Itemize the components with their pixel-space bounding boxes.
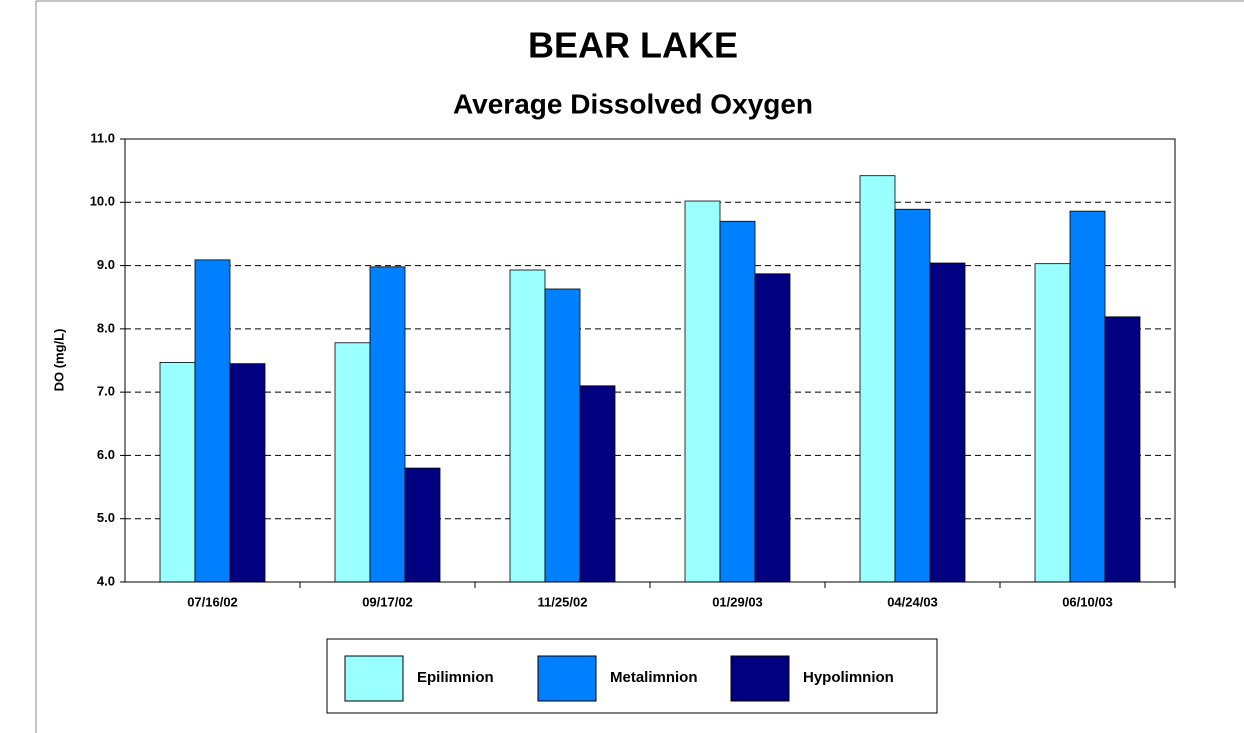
bar: [894, 208, 931, 583]
bar: [579, 385, 616, 583]
plot-frame: [124, 138, 1176, 583]
bar: [719, 220, 756, 583]
bar: [684, 200, 721, 583]
legend-swatch: [537, 655, 597, 702]
bar: [929, 262, 966, 583]
bar: [404, 467, 441, 583]
chart-title: BEAR LAKE: [528, 25, 738, 66]
x-tick-label: 06/10/03: [1062, 594, 1113, 609]
y-tick-label: 6.0: [97, 447, 115, 462]
legend-label: Hypolimnion: [803, 669, 894, 686]
y-tick-label: 7.0: [97, 384, 115, 399]
bar: [229, 363, 266, 583]
x-tick-label: 11/25/02: [538, 594, 588, 609]
x-tick-label: 07/16/02: [187, 594, 238, 609]
bar: [334, 342, 371, 583]
x-tick-label: 01/29/03: [712, 594, 763, 609]
bar: [509, 269, 546, 583]
y-tick-label: 4.0: [97, 573, 115, 588]
x-tick-label: 09/17/02: [362, 594, 413, 609]
x-tick-label: 04/24/03: [887, 594, 938, 609]
legend-swatch: [730, 655, 790, 702]
y-tick-label: 10.0: [90, 194, 115, 209]
y-tick-label: 9.0: [97, 257, 115, 272]
bar: [754, 273, 791, 583]
bar: [1034, 263, 1071, 583]
y-axis-label: DO (mg/L): [51, 329, 66, 392]
bar: [1069, 210, 1106, 583]
y-tick-label: 11.0: [90, 130, 115, 145]
bar: [859, 175, 896, 583]
bar: [1104, 316, 1141, 583]
chart-subtitle: Average Dissolved Oxygen: [453, 88, 813, 119]
legend-swatch: [344, 655, 404, 702]
y-tick-label: 5.0: [97, 510, 115, 525]
bar: [194, 259, 231, 583]
legend-box: [326, 638, 938, 714]
bar: [369, 266, 406, 583]
y-tick-label: 8.0: [97, 320, 115, 335]
bar: [544, 288, 581, 583]
legend-label: Metalimnion: [610, 669, 698, 686]
legend-label: Epilimnion: [417, 669, 494, 686]
bar: [159, 361, 196, 583]
